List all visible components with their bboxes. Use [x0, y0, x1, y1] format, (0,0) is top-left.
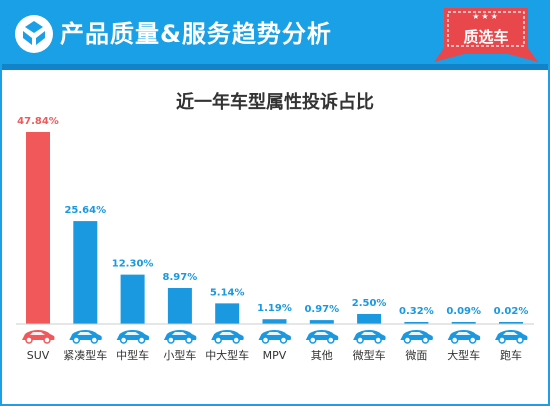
bar-8: [404, 322, 429, 324]
bar-9: [451, 322, 476, 324]
header-stripe: [2, 64, 548, 70]
category-label-7: 微型车: [353, 348, 386, 362]
bar-7: [357, 313, 382, 324]
brand-logo-icon: [15, 15, 53, 53]
data-label-3: 8.97%: [163, 272, 198, 283]
chart-title: 近一年车型属性投诉占比: [176, 92, 374, 113]
category-label-1: 紧凑型车: [63, 348, 107, 362]
quality-badge: [434, 8, 538, 62]
sportscar-icon: [495, 330, 528, 344]
data-label-7: 2.50%: [352, 298, 387, 309]
sedan-icon: [305, 330, 339, 344]
minivan-icon: [258, 330, 291, 344]
bar-5: [262, 319, 287, 324]
hatchback-icon: [163, 330, 197, 344]
suv-icon: [22, 330, 55, 344]
category-label-3: 小型车: [163, 348, 196, 362]
data-label-5: 1.19%: [257, 303, 292, 314]
sedan-icon: [116, 330, 150, 344]
bar-0: [26, 132, 50, 324]
page-title: 产品质量&服务趋势分析: [60, 20, 332, 48]
microcar-icon: [353, 330, 386, 344]
badge-label: 质选车: [463, 28, 509, 46]
category-label-0: SUV: [27, 349, 50, 362]
data-label-4: 5.14%: [210, 287, 245, 298]
bar-2: [120, 274, 145, 324]
badge-stars-icon: ★★★: [472, 12, 500, 21]
category-label-4: 中大型车: [205, 348, 249, 362]
category-label-9: 大型车: [447, 348, 480, 362]
category-label-6: 其他: [311, 349, 333, 362]
data-label-1: 25.64%: [64, 205, 106, 216]
data-label-6: 0.97%: [304, 304, 339, 315]
category-label-8: 微面: [405, 348, 427, 362]
hatchback-icon: [69, 330, 102, 344]
sedan-icon: [447, 330, 481, 344]
category-label-2: 中型车: [116, 348, 149, 362]
category-label-10: 跑车: [500, 348, 522, 362]
data-label-8: 0.32%: [399, 306, 434, 317]
bar-10: [499, 322, 523, 324]
microvan-icon: [400, 330, 433, 344]
sedan-icon: [211, 330, 244, 344]
data-label-9: 0.09%: [446, 306, 481, 317]
category-label-5: MPV: [263, 349, 287, 362]
bar-3: [167, 288, 192, 324]
bar-1: [73, 221, 98, 324]
data-label-10: 0.02%: [494, 306, 529, 317]
bar-4: [215, 303, 240, 324]
bar-6: [309, 320, 334, 324]
data-label-2: 12.30%: [112, 259, 154, 270]
data-label-0: 47.84%: [17, 116, 59, 127]
